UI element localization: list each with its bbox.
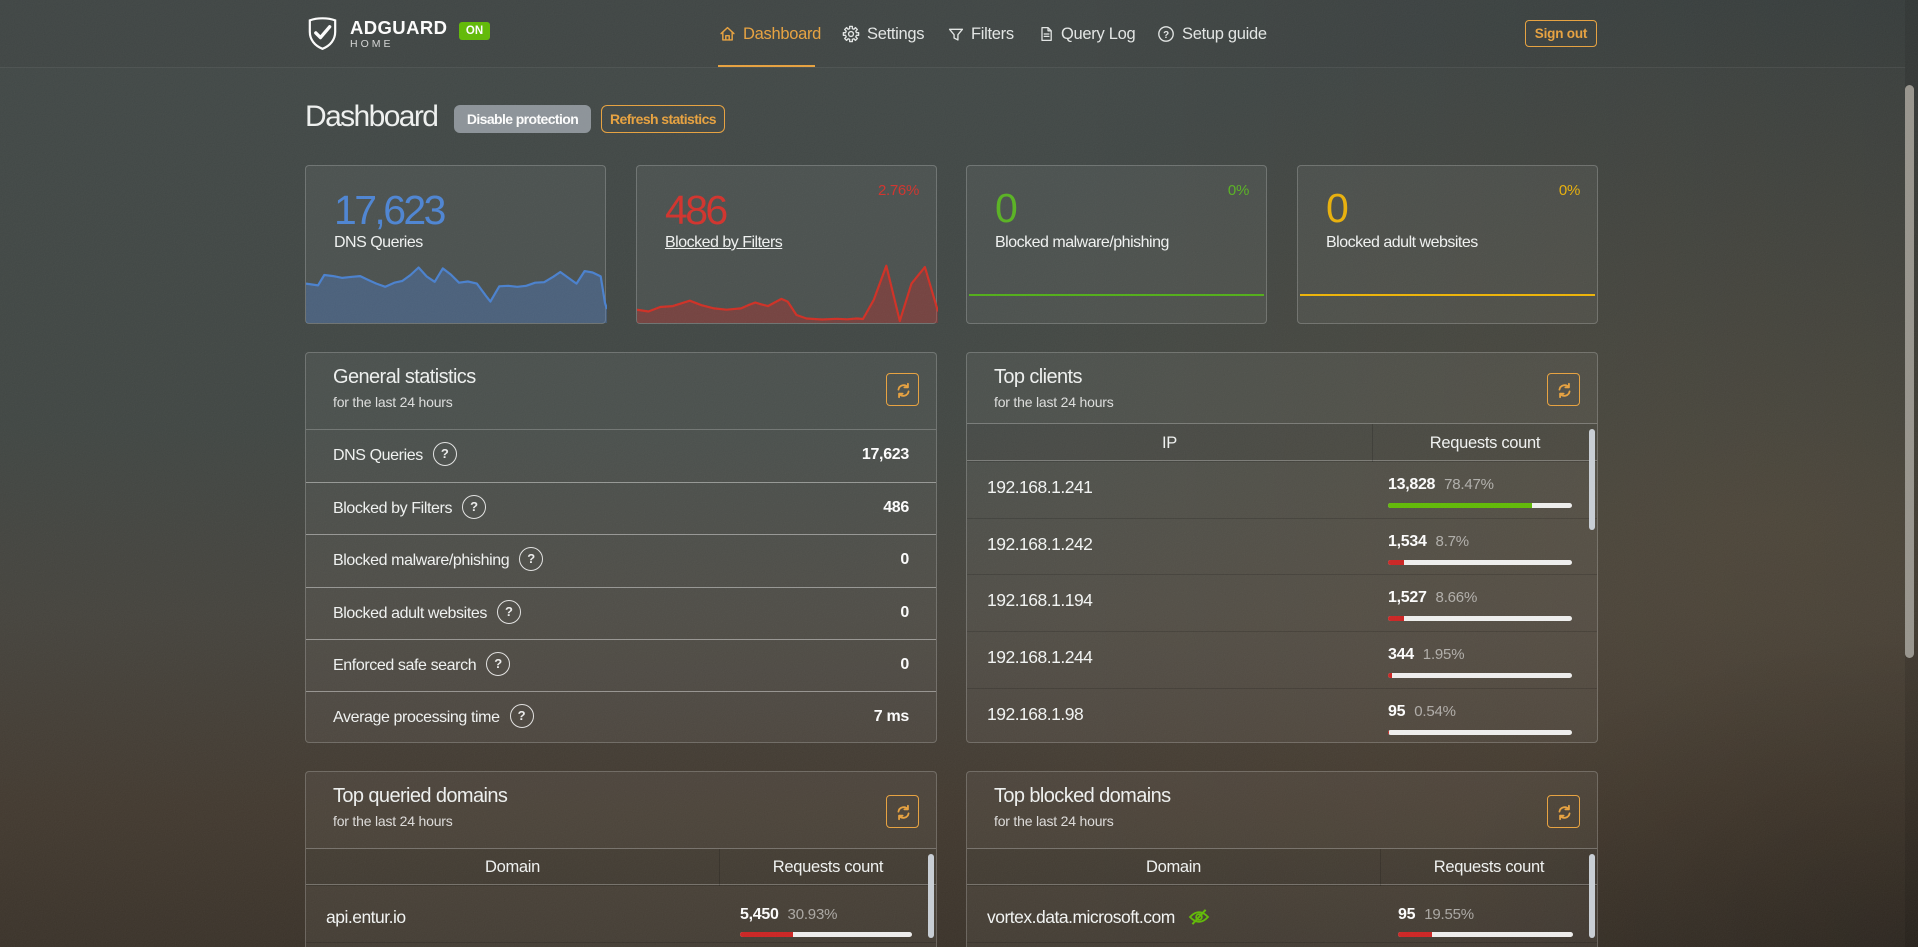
svg-text:?: ? xyxy=(1163,30,1169,41)
